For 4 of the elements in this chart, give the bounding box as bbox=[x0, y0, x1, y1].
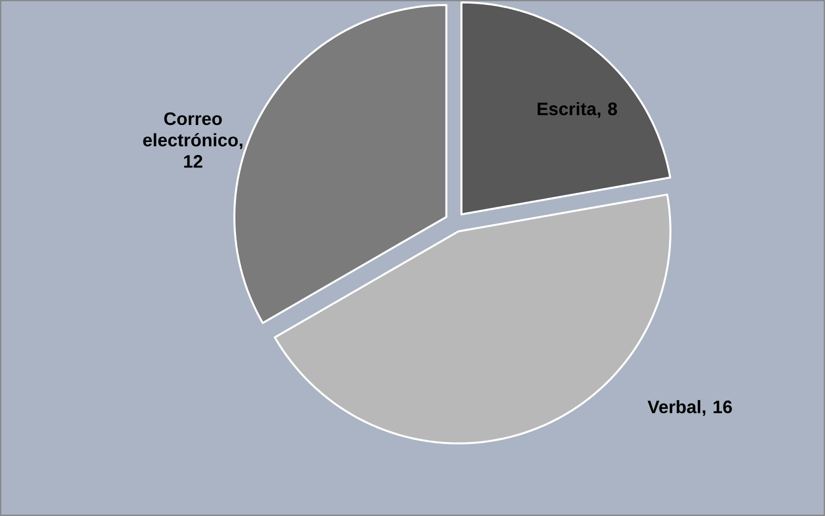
data-label: , 16 bbox=[702, 400, 732, 416]
slice-label: Verbal bbox=[648, 400, 700, 414]
data-label: , 8 bbox=[598, 102, 617, 118]
slice-label: Escrita bbox=[538, 102, 597, 116]
